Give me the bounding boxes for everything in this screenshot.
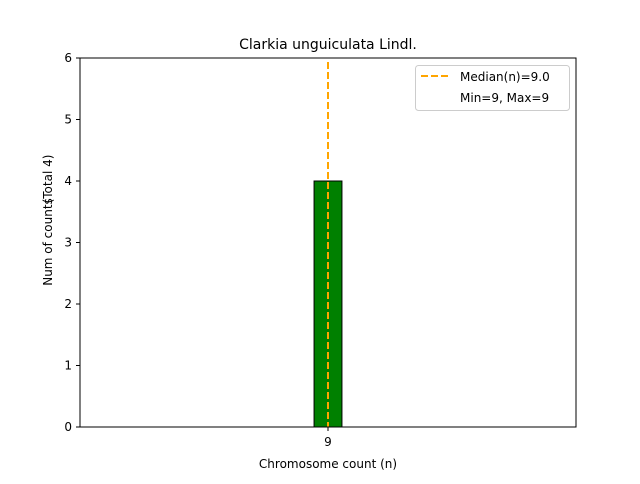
y-tick-label: 1	[64, 359, 72, 373]
plot-frame	[79, 57, 577, 428]
legend: Median(n)=9.0 Min=9, Max=9	[415, 65, 570, 111]
y-axis-label: Num of counts	[41, 198, 55, 286]
x-axis-label: Chromosome count (n)	[259, 457, 397, 471]
legend-entry-median: Median(n)=9.0	[460, 70, 550, 84]
y-tick-label: 5	[64, 113, 72, 127]
x-tick-label: 9	[324, 435, 332, 449]
y-axis-total-label: (Total 4)	[41, 155, 55, 204]
legend-box	[415, 65, 570, 111]
y-tick-label: 0	[64, 420, 72, 434]
legend-entry-minmax: Min=9, Max=9	[460, 91, 549, 105]
chart-title: Clarkia unguiculata Lindl.	[239, 37, 417, 53]
y-tick-label: 3	[64, 236, 72, 250]
y-tick-label: 6	[64, 51, 72, 65]
y-tick-label: 2	[64, 297, 72, 311]
y-tick-label: 4	[64, 174, 72, 188]
